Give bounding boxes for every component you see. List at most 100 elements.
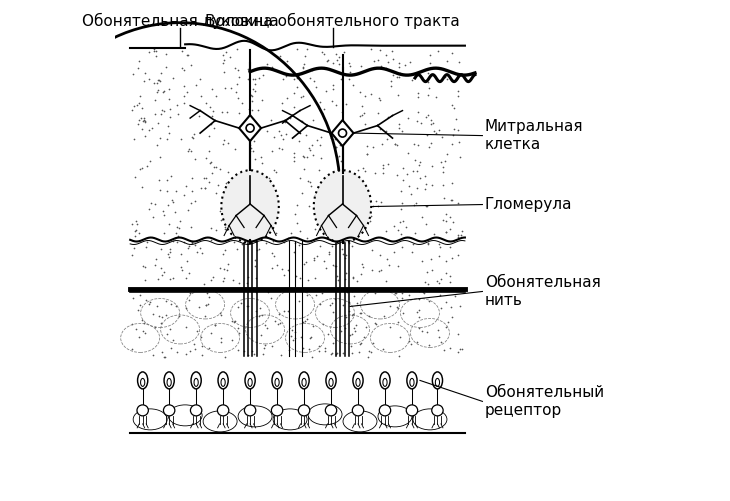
Point — [253, 125, 264, 133]
Point — [185, 133, 197, 141]
Point — [331, 143, 342, 151]
Point — [271, 261, 283, 269]
Point — [291, 74, 303, 82]
Point — [253, 312, 265, 320]
Point — [138, 114, 150, 122]
Point — [172, 110, 183, 118]
Point — [393, 226, 404, 234]
Point — [218, 250, 229, 259]
Point — [182, 244, 194, 253]
Point — [245, 144, 257, 152]
Point — [358, 333, 370, 341]
Point — [425, 116, 437, 124]
Point — [359, 92, 371, 100]
Ellipse shape — [380, 405, 391, 416]
Point — [367, 339, 379, 347]
Point — [143, 75, 155, 83]
Point — [193, 303, 204, 311]
Point — [411, 117, 423, 125]
Point — [176, 47, 188, 55]
Point — [347, 310, 358, 318]
Point — [136, 104, 147, 112]
Point — [334, 53, 345, 61]
Point — [412, 93, 424, 101]
Point — [270, 229, 282, 237]
Point — [265, 116, 277, 124]
Point — [279, 118, 291, 126]
Point — [311, 136, 323, 144]
Point — [269, 133, 280, 141]
Point — [304, 146, 316, 154]
Point — [155, 77, 166, 85]
Point — [154, 186, 166, 194]
Point — [301, 287, 313, 295]
Point — [129, 173, 141, 181]
Point — [139, 118, 151, 126]
Point — [448, 104, 460, 112]
Point — [205, 120, 217, 128]
Point — [338, 349, 350, 357]
Point — [269, 167, 281, 175]
Point — [268, 166, 280, 174]
Point — [380, 64, 392, 72]
Point — [453, 330, 464, 338]
Point — [331, 349, 343, 357]
Point — [282, 234, 293, 242]
Point — [185, 347, 196, 355]
Point — [215, 216, 227, 224]
Point — [372, 202, 384, 210]
Point — [346, 311, 358, 319]
Point — [322, 330, 334, 338]
Point — [131, 101, 143, 109]
Point — [256, 311, 268, 319]
Point — [412, 141, 423, 149]
Point — [147, 311, 159, 319]
Point — [258, 341, 270, 349]
Point — [243, 133, 255, 141]
Point — [357, 264, 369, 272]
Point — [407, 248, 418, 256]
Point — [346, 287, 358, 295]
Point — [360, 120, 372, 128]
Point — [232, 346, 244, 354]
Point — [299, 165, 310, 173]
Point — [221, 108, 233, 116]
Point — [380, 227, 392, 235]
Point — [200, 154, 212, 162]
Point — [304, 178, 316, 186]
Point — [422, 92, 434, 100]
Point — [319, 186, 331, 194]
Point — [205, 329, 217, 337]
Point — [392, 304, 404, 312]
Point — [137, 327, 149, 335]
Ellipse shape — [221, 170, 279, 243]
Point — [271, 192, 283, 200]
Point — [419, 184, 431, 192]
Ellipse shape — [245, 372, 255, 389]
Point — [441, 298, 453, 306]
Point — [176, 267, 188, 275]
Point — [334, 220, 346, 228]
Point — [167, 237, 179, 245]
Point — [139, 69, 151, 77]
Point — [377, 169, 389, 177]
Point — [128, 70, 139, 78]
Point — [287, 336, 299, 344]
Point — [178, 92, 190, 100]
Point — [276, 145, 288, 153]
Point — [334, 187, 346, 195]
Point — [290, 328, 301, 336]
Point — [160, 297, 172, 305]
Point — [351, 299, 363, 307]
Point — [416, 327, 428, 335]
Point — [334, 174, 346, 182]
Point — [241, 193, 253, 201]
Point — [201, 290, 213, 298]
Point — [334, 141, 346, 149]
Point — [414, 313, 426, 321]
Point — [182, 147, 193, 155]
Point — [255, 188, 266, 196]
Point — [163, 253, 174, 261]
Ellipse shape — [137, 372, 147, 389]
Point — [425, 255, 437, 263]
